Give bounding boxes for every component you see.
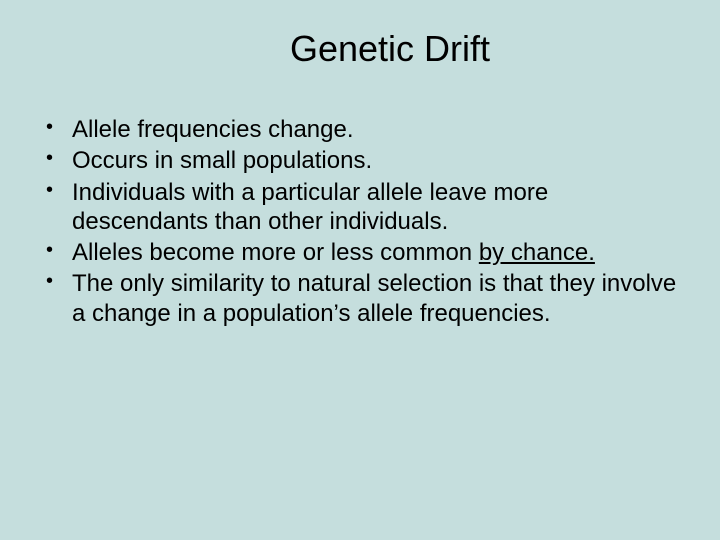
bullet-text-underlined: by chance. [479, 239, 595, 266]
bullet-text: Occurs in small populations. [72, 147, 372, 174]
bullet-item: Individuals with a particular allele lea… [42, 178, 680, 237]
bullet-text: The only similarity to natural selection… [72, 270, 676, 326]
bullet-item: Allele frequencies change. [42, 115, 680, 144]
bullet-text-prefix: Alleles become more or less common [72, 239, 479, 266]
bullet-item: Alleles become more or less common by ch… [42, 238, 680, 267]
bullet-text: Allele frequencies change. [72, 116, 354, 143]
bullet-list: Allele frequencies change. Occurs in sma… [42, 115, 680, 328]
bullet-item: Occurs in small populations. [42, 146, 680, 175]
bullet-item: The only similarity to natural selection… [42, 269, 680, 328]
bullet-text: Individuals with a particular allele lea… [72, 179, 548, 235]
slide: Genetic Drift Allele frequencies change.… [0, 0, 720, 540]
slide-title: Genetic Drift [40, 28, 680, 70]
